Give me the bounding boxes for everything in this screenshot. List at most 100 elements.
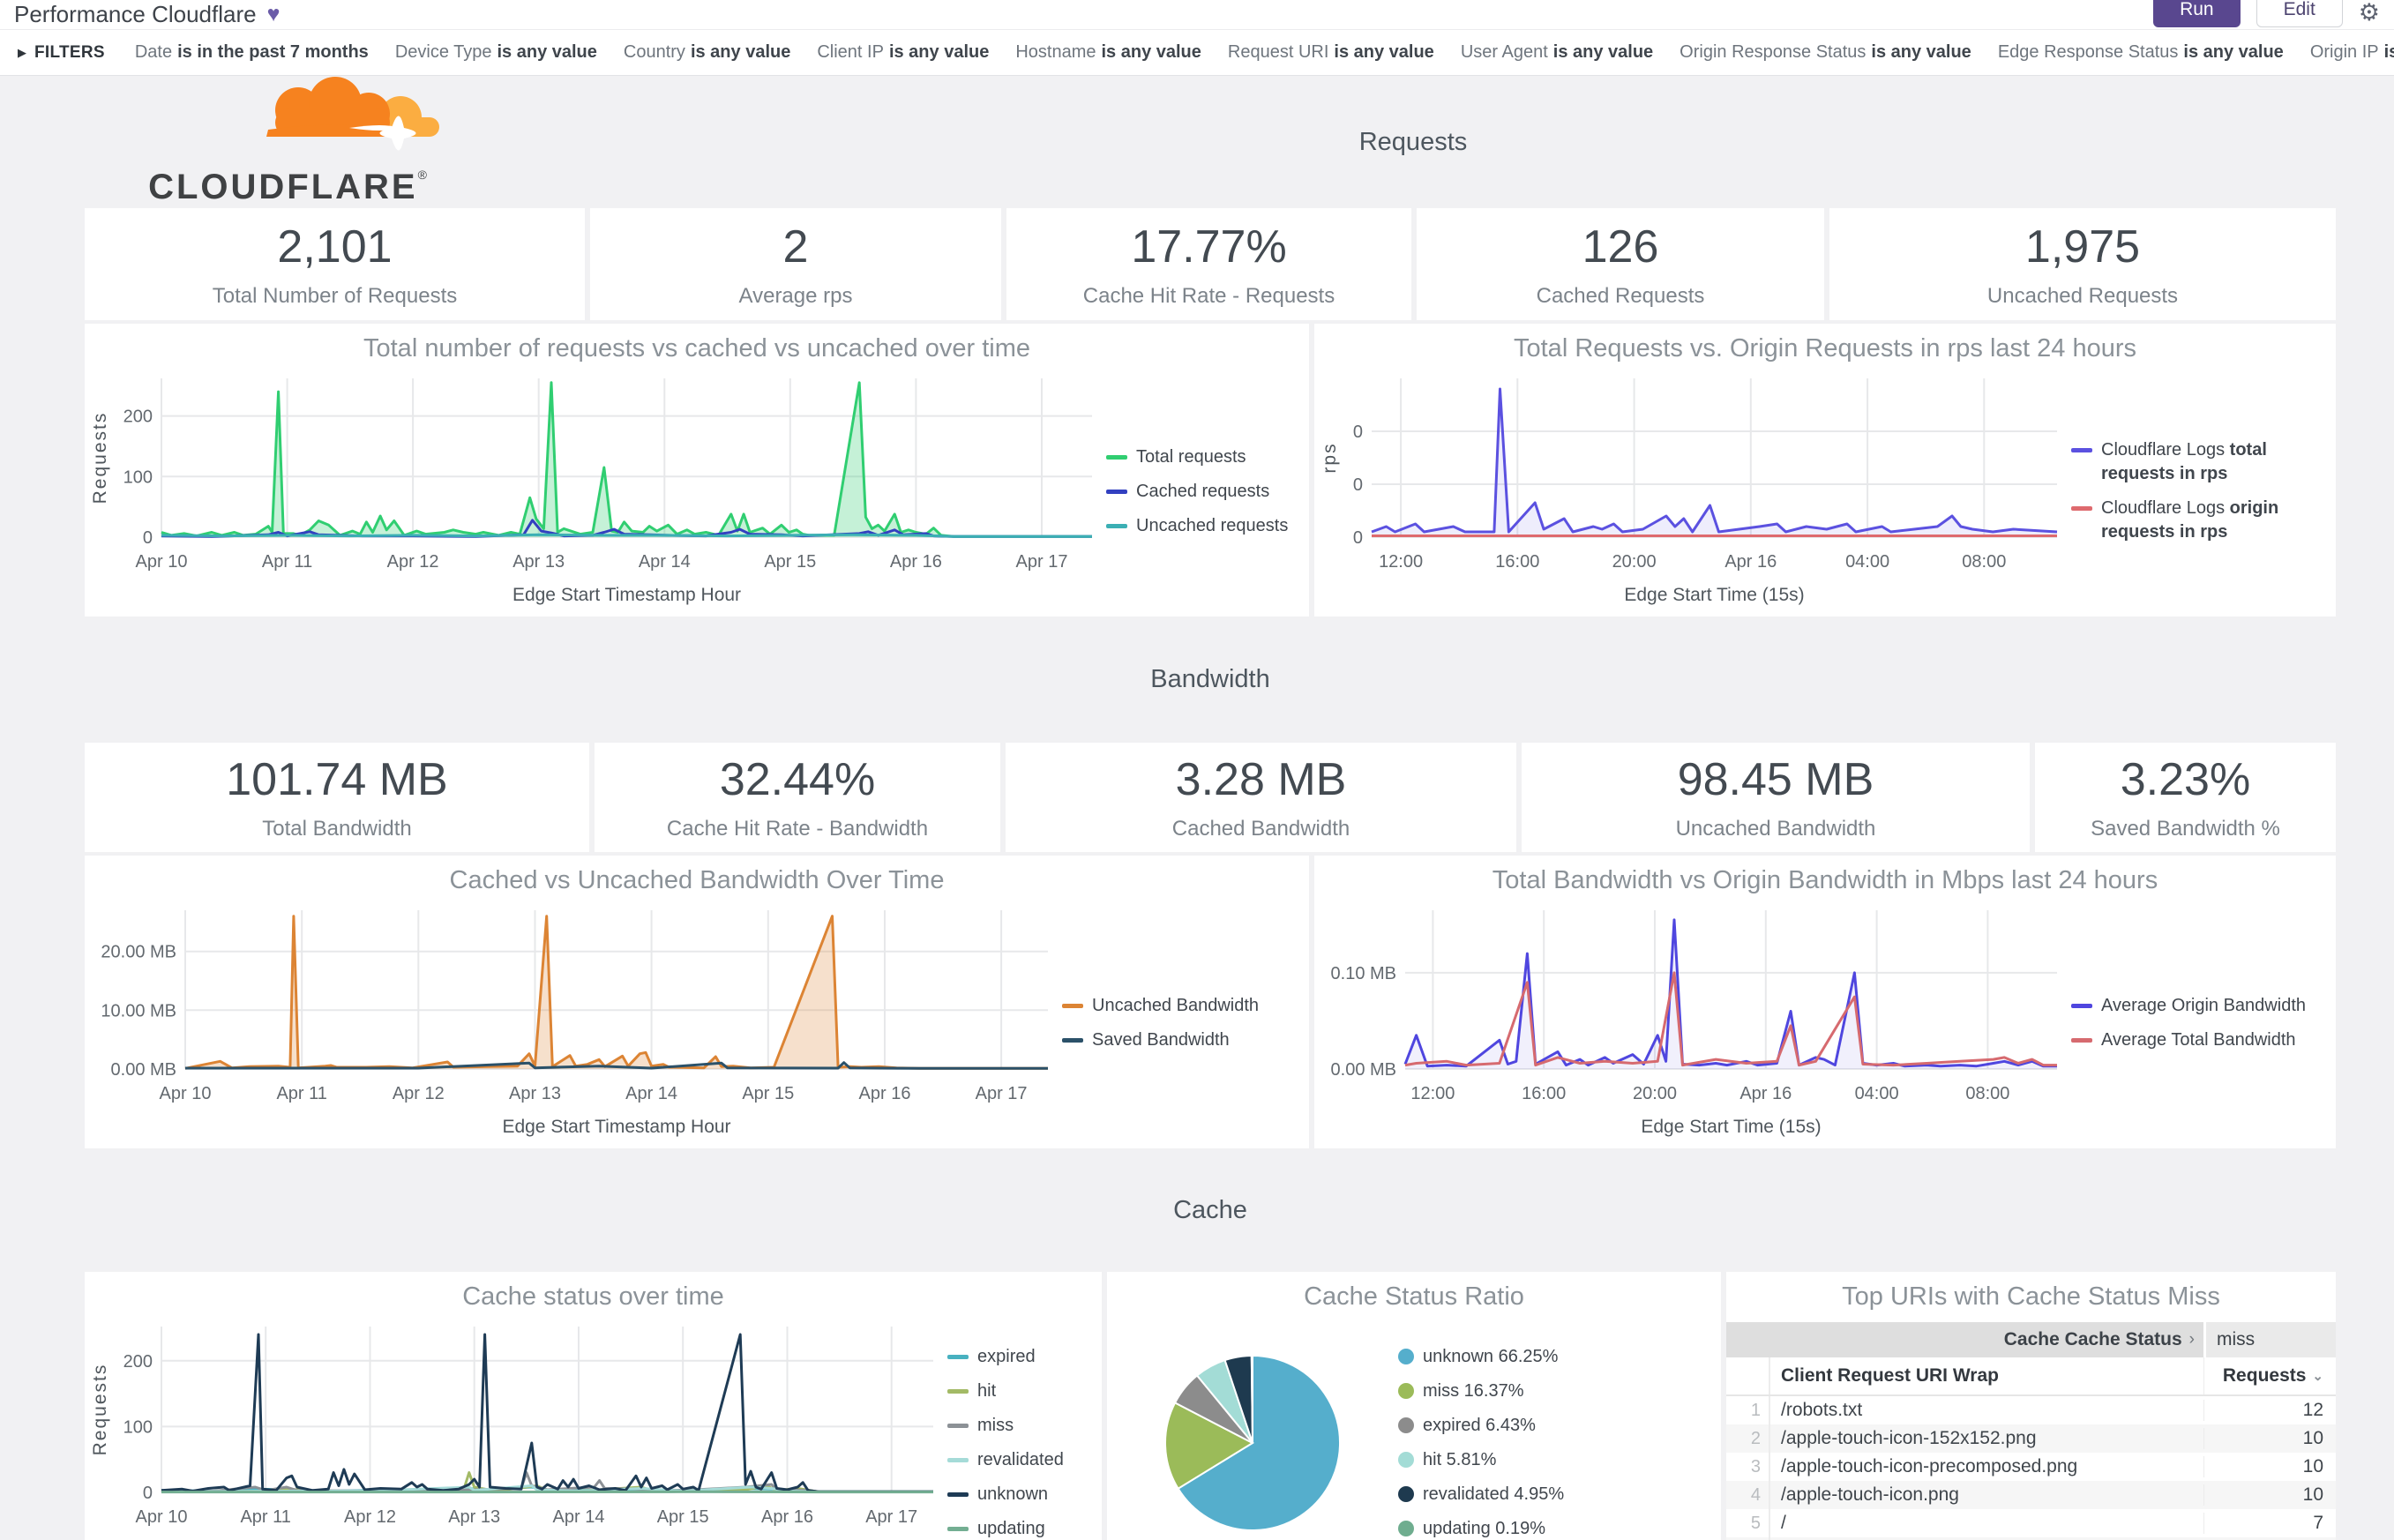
legend-item[interactable]: Average Origin Bandwidth [2071, 994, 2325, 1018]
uri-cell[interactable]: /apple-touch-icon-152x152.png [1781, 1428, 2037, 1448]
legend-item[interactable]: Cloudflare Logs origin requests in rps [2071, 497, 2325, 544]
table-row[interactable]: 1/robots.txt 12 [1726, 1396, 2336, 1424]
legend-label: Cached requests [1136, 481, 1270, 501]
legend-item[interactable]: unknown 66.25% [1398, 1345, 1679, 1369]
edit-button[interactable]: Edit [2256, 0, 2343, 27]
filter-item-edge-response-status[interactable]: Edge Response Status is any value [1997, 42, 2284, 62]
uri-cell[interactable]: /robots.txt [1781, 1400, 1863, 1420]
legend-label: Cloudflare Logs origin requests in rps [2101, 498, 2279, 542]
chart-bandwidth-over-time: Cached vs Uncached Bandwidth Over Time A… [85, 856, 1309, 1148]
filter-item-request-uri[interactable]: Request URI is any value [1227, 42, 1434, 62]
uri-cell[interactable]: /apple-touch-icon.png [1781, 1484, 1959, 1505]
legend-item[interactable]: Uncached requests [1106, 514, 1298, 538]
legend-item[interactable]: expired 6.43% [1398, 1414, 1679, 1438]
svg-text:0: 0 [1353, 475, 1363, 495]
kpi-cache-hit-rate-bandwidth: 32.44% Cache Hit Rate - Bandwidth [595, 743, 1000, 852]
svg-text:Apr 16: Apr 16 [1724, 552, 1777, 572]
table-top-uris-cache-miss: Top URIs with Cache Status Miss Cache Ca… [1726, 1272, 2336, 1540]
requests-cell[interactable]: 12 [2203, 1400, 2336, 1421]
table-row[interactable]: 6/index.php/contact/7 [1726, 1537, 2336, 1540]
legend-label: unknown 66.25% [1423, 1347, 1559, 1366]
legend-swatch [2071, 448, 2092, 452]
title-bar: Performance Cloudflare ♥ Run Edit ⚙ [0, 0, 2394, 30]
svg-text:Apr 11: Apr 11 [240, 1507, 290, 1527]
kpi-total-requests: 2,101 Total Number of Requests [85, 208, 585, 320]
legend-item[interactable]: hit 5.81% [1398, 1448, 1679, 1472]
requests-cell[interactable]: 10 [2203, 1456, 2336, 1477]
run-button[interactable]: Run [2153, 0, 2241, 27]
uri-cell[interactable]: /apple-touch-icon-precomposed.png [1781, 1456, 2078, 1476]
svg-text:0.10 MB: 0.10 MB [1331, 964, 1396, 983]
requests-cell[interactable]: 10 [2203, 1484, 2336, 1506]
section-heading-cache: Cache [1173, 1195, 1247, 1224]
pivot-header-cache-status[interactable]: Cache Cache Status › [1726, 1322, 2203, 1357]
cloudflare-wordmark: CLOUDFLARE [148, 168, 418, 206]
legend-swatch [2071, 506, 2092, 511]
filter-item-user-agent[interactable]: User Agent is any value [1460, 42, 1654, 62]
bandwidth-over-time-legend: Uncached Bandwidth Saved Bandwidth [1062, 898, 1309, 1148]
filter-item-country[interactable]: Country is any value [623, 42, 791, 62]
filter-item-client-ip[interactable]: Client IP is any value [817, 42, 990, 62]
row-number: 5 [1726, 1509, 1770, 1537]
legend-item[interactable]: Total requests [1106, 445, 1298, 469]
legend-item[interactable]: Cloudflare Logs total requests in rps [2071, 438, 2325, 486]
svg-text:Apr 15: Apr 15 [657, 1507, 709, 1527]
requests-cell[interactable]: 7 [2203, 1513, 2336, 1534]
svg-text:Apr 10: Apr 10 [136, 1507, 188, 1527]
gear-icon[interactable]: ⚙ [2358, 0, 2380, 26]
legend-item[interactable]: Average Total Bandwidth [2071, 1028, 2325, 1052]
legend-item[interactable]: miss [947, 1414, 1091, 1438]
uri-cell[interactable]: / [1781, 1513, 1786, 1533]
dashboard-title: Performance Cloudflare ♥ [14, 1, 280, 28]
requests-over-time-plot: Apr 10 Apr 11 Apr 12 Apr 13 Apr 14 Apr 15 Apr … [85, 366, 1106, 617]
cloudflare-logo: CLOUDFLARE® [85, 76, 490, 208]
svg-text:Apr 15: Apr 15 [742, 1084, 794, 1103]
table-row[interactable]: 5 / 7 [1726, 1509, 2336, 1537]
filters-toggle[interactable]: ▶ FILTERS [18, 42, 105, 62]
svg-text:0: 0 [1353, 528, 1363, 548]
legend-label: revalidated 4.95% [1423, 1484, 1565, 1504]
filter-item-origin-response-status[interactable]: Origin Response Status is any value [1680, 42, 1971, 62]
svg-text:Apr 17: Apr 17 [1016, 552, 1068, 572]
legend-item[interactable]: updating [947, 1517, 1091, 1540]
svg-text:16:00: 16:00 [1522, 1084, 1566, 1103]
uri-column-header[interactable]: Client Request URI Wrap [1781, 1365, 1999, 1386]
legend-item[interactable]: Uncached Bandwidth [1062, 994, 1298, 1018]
table-row[interactable]: 2/apple-touch-icon-152x152.png 10 [1726, 1424, 2336, 1453]
table-row[interactable]: 3/apple-touch-icon-precomposed.png 10 [1726, 1453, 2336, 1481]
filter-item-device-type[interactable]: Device Type is any value [394, 42, 597, 62]
legend-item[interactable]: Cached requests [1106, 480, 1298, 504]
dashboard-title-text: Performance Cloudflare [14, 1, 257, 27]
svg-text:Apr 12: Apr 12 [344, 1507, 396, 1527]
table-row[interactable]: 4/apple-touch-icon.png 10 [1726, 1481, 2336, 1509]
chart-rps-last-24h: Total Requests vs. Origin Requests in rp… [1314, 324, 2336, 617]
legend-swatch [1106, 454, 1127, 460]
legend-item[interactable]: updating 0.19% [1398, 1517, 1679, 1540]
legend-item[interactable]: revalidated 4.95% [1398, 1483, 1679, 1506]
legend-item[interactable]: unknown [947, 1483, 1091, 1506]
requests-cell[interactable]: 10 [2203, 1428, 2336, 1449]
legend-item[interactable]: hit [947, 1379, 1091, 1403]
legend-item[interactable]: miss 16.37% [1398, 1379, 1679, 1403]
svg-text:Apr 14: Apr 14 [553, 1507, 605, 1527]
table-body: 1/robots.txt 12 2/apple-touch-icon-152x152… [1726, 1396, 2336, 1540]
svg-text:04:00: 04:00 [1855, 1084, 1899, 1103]
legend-item[interactable]: revalidated [947, 1448, 1091, 1472]
legend-label: miss [977, 1416, 1014, 1435]
legend-swatch [947, 1527, 969, 1531]
pivot-value-miss: miss [2203, 1322, 2336, 1357]
legend-label: miss 16.37% [1423, 1381, 1524, 1401]
requests-column-header[interactable]: Requests ⌄ [2203, 1357, 2336, 1394]
legend-item[interactable]: expired [947, 1345, 1091, 1369]
filter-item-hostname[interactable]: Hostname is any value [1015, 42, 1201, 62]
chart-cache-status-over-time: Cache status over time Apr 10 Apr 11 Apr 1… [85, 1272, 1102, 1540]
legend-label: Total requests [1136, 446, 1246, 467]
svg-text:Edge Start Time (15s): Edge Start Time (15s) [1641, 1117, 1821, 1137]
cache-status-over-time-plot: Apr 10 Apr 11 Apr 12 Apr 13 Apr 14 Apr 15 Apr … [85, 1314, 947, 1540]
filter-item-date[interactable]: Date is in the past 7 months [134, 42, 369, 62]
legend-item[interactable]: Saved Bandwidth [1062, 1028, 1298, 1052]
legend-swatch [947, 1355, 969, 1359]
bandwidth-over-time-plot: Apr 10 Apr 11 Apr 12 Apr 13 Apr 14 Apr 15 Apr … [85, 898, 1062, 1148]
row-number: 3 [1726, 1453, 1770, 1481]
